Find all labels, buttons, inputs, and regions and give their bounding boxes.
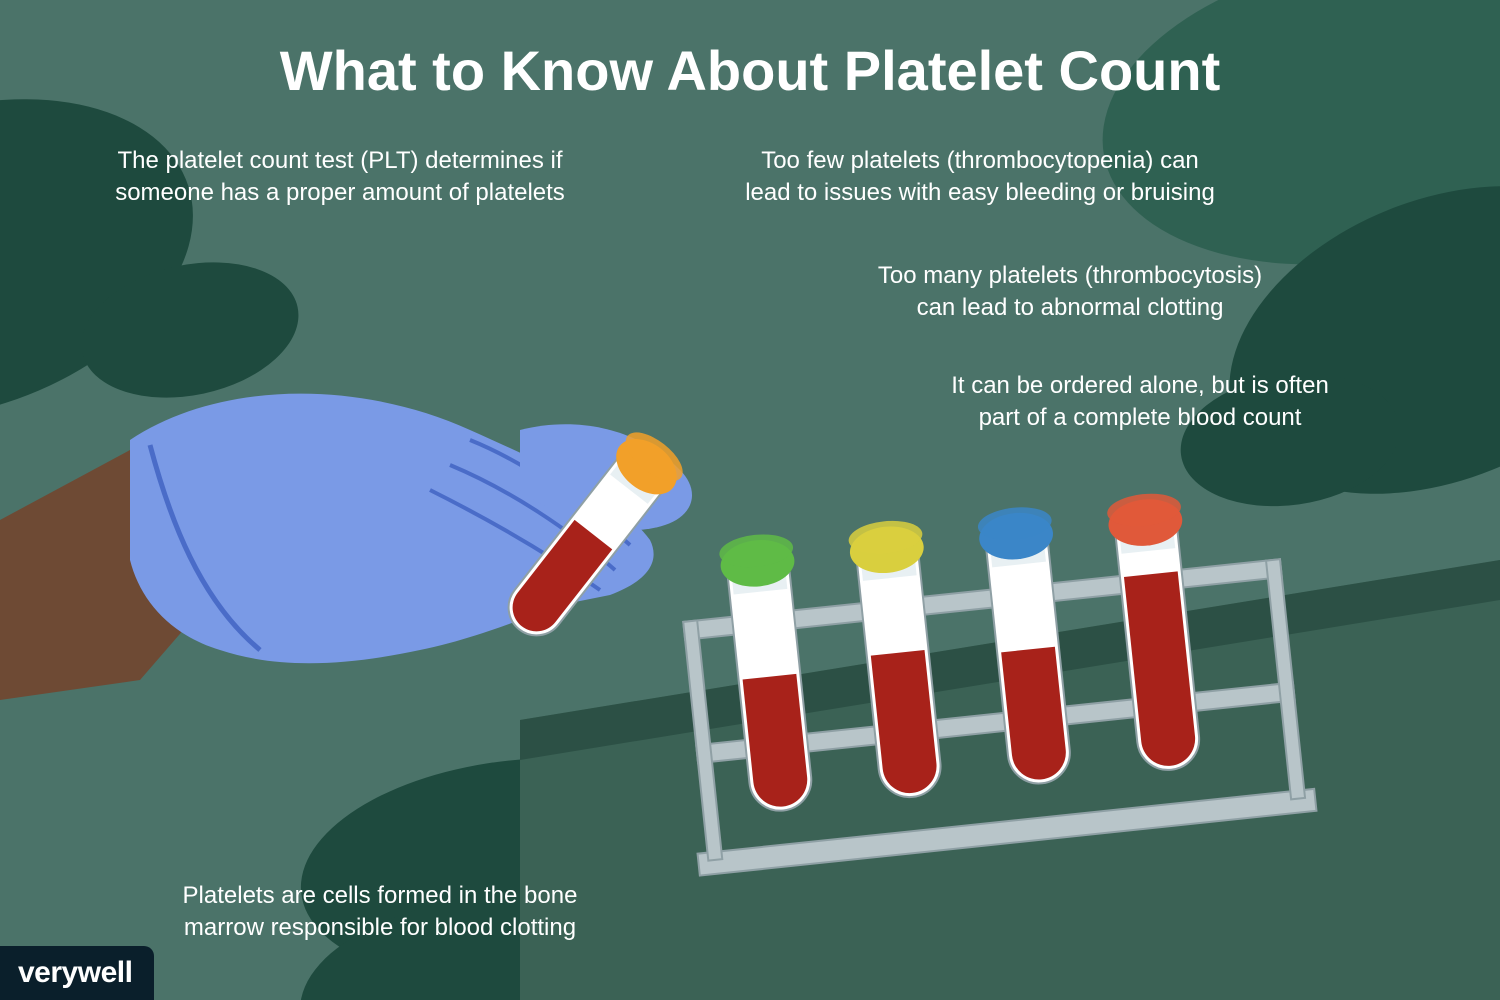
fact-text-3: Too many platelets (thrombocytosis)can l… [830, 260, 1310, 325]
brand-logo: verywell [0, 946, 154, 1000]
infographic-title: What to Know About Platelet Count [0, 38, 1500, 103]
fact-text-5: Platelets are cells formed in the bonema… [140, 880, 620, 945]
fact-text-2: Too few platelets (thrombocytopenia) can… [700, 145, 1260, 210]
infographic-canvas: What to Know About Platelet Count The pl… [0, 0, 1500, 1000]
fact-text-4: It can be ordered alone, but is oftenpar… [900, 370, 1380, 435]
fact-text-1: The platelet count test (PLT) determines… [80, 145, 600, 210]
